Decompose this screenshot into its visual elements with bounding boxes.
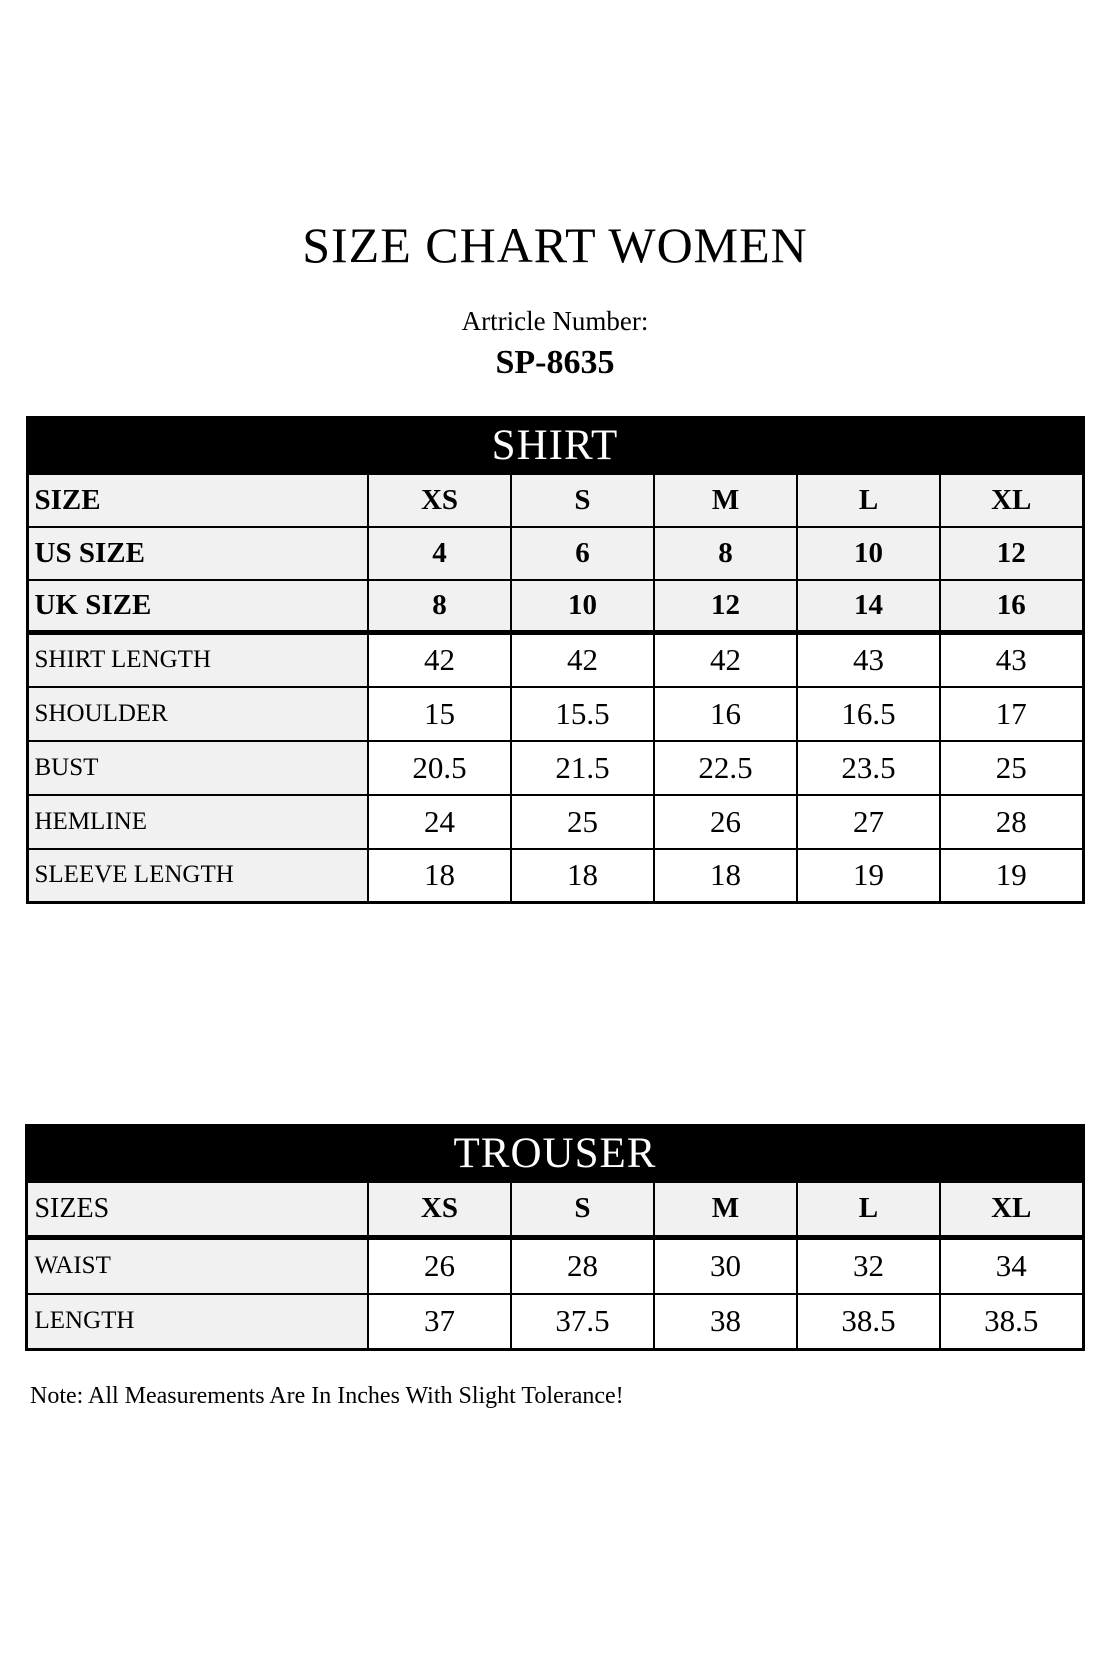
row-label-cell: BUST <box>26 739 369 796</box>
trouser-size-table: TROUSER SIZES XS S M L XL WAIST 26 28 30… <box>25 1124 1085 1351</box>
value-cell: 26 <box>366 1236 512 1295</box>
value-cell: 28 <box>509 1236 655 1295</box>
value-cell: 16.5 <box>796 685 941 742</box>
value-cell: 17 <box>939 685 1084 742</box>
value-cell: XS <box>367 472 512 528</box>
value-cell: 38.5 <box>795 1292 941 1351</box>
value-cell: 10 <box>510 578 655 635</box>
row-label-cell: UK SIZE <box>26 578 369 635</box>
value-cell: 6 <box>510 525 655 581</box>
row-label-cell: SHIRT LENGTH <box>26 631 369 688</box>
value-cell: 42 <box>510 631 655 688</box>
row-label-cell: SIZES <box>25 1180 369 1240</box>
value-cell: 37.5 <box>509 1292 655 1351</box>
value-cell: 38 <box>652 1292 798 1351</box>
row-label-cell: HEMLINE <box>26 793 369 850</box>
trouser-table-title-band: TROUSER <box>25 1124 1085 1183</box>
table-row: BUST 20.5 21.5 22.5 23.5 25 <box>26 739 1084 796</box>
value-cell: 18 <box>510 847 655 904</box>
value-cell: XL <box>938 1180 1085 1240</box>
table-row: SLEEVE LENGTH 18 18 18 19 19 <box>26 847 1084 904</box>
row-label-cell: SHOULDER <box>26 685 369 742</box>
table-row: UK SIZE 8 10 12 14 16 <box>26 578 1084 635</box>
table-row: HEMLINE 24 25 26 27 28 <box>26 793 1084 850</box>
value-cell: 19 <box>939 847 1084 904</box>
table-row: SHOULDER 15 15.5 16 16.5 17 <box>26 685 1084 742</box>
value-cell: 10 <box>796 525 941 581</box>
value-cell: 25 <box>939 739 1084 796</box>
value-cell: XS <box>366 1180 512 1240</box>
table-row: LENGTH 37 37.5 38 38.5 38.5 <box>25 1292 1085 1351</box>
table-row: SHIRT LENGTH 42 42 42 43 43 <box>26 631 1084 688</box>
value-cell: 30 <box>652 1236 798 1295</box>
value-cell: 42 <box>367 631 512 688</box>
value-cell: S <box>510 472 655 528</box>
value-cell: XL <box>939 472 1084 528</box>
value-cell: 21.5 <box>510 739 655 796</box>
value-cell: 18 <box>367 847 512 904</box>
value-cell: 37 <box>366 1292 512 1351</box>
shirt-table-title-row: SHIRT <box>26 416 1084 475</box>
row-label-cell: US SIZE <box>26 525 369 581</box>
value-cell: 15 <box>367 685 512 742</box>
table-row: SIZES XS S M L XL <box>25 1180 1085 1240</box>
value-cell: 42 <box>653 631 798 688</box>
article-number-value: SP-8635 <box>495 344 615 381</box>
value-cell: 4 <box>367 525 512 581</box>
value-cell: 12 <box>939 525 1084 581</box>
row-label-cell: WAIST <box>25 1236 369 1295</box>
value-cell: 15.5 <box>510 685 655 742</box>
table-row: SIZE XS S M L XL <box>26 472 1084 528</box>
value-cell: 38.5 <box>938 1292 1085 1351</box>
row-label-cell: SIZE <box>26 472 369 528</box>
value-cell: 32 <box>795 1236 941 1295</box>
value-cell: 16 <box>939 578 1084 635</box>
value-cell: 22.5 <box>653 739 798 796</box>
value-cell: 8 <box>653 525 798 581</box>
article-number-label: Artricle Number: <box>461 306 649 336</box>
value-cell: 8 <box>367 578 512 635</box>
value-cell: S <box>509 1180 655 1240</box>
value-cell: 26 <box>653 793 798 850</box>
value-cell: 27 <box>796 793 941 850</box>
value-cell: 43 <box>796 631 941 688</box>
value-cell: 20.5 <box>367 739 512 796</box>
value-cell: M <box>652 1180 798 1240</box>
measurements-note: Note: All Measurements Are In Inches Wit… <box>30 1383 624 1409</box>
value-cell: 24 <box>367 793 512 850</box>
value-cell: L <box>795 1180 941 1240</box>
page-title: SIZE CHART WOMEN <box>302 217 808 273</box>
shirt-table-title-band: SHIRT <box>26 416 1084 475</box>
shirt-size-table: SHIRT SIZE XS S M L XL US SIZE 4 6 8 10 … <box>25 416 1085 904</box>
size-chart-document: SIZE CHART WOMEN Artricle Number: SP-863… <box>25 217 1085 1409</box>
row-label-cell: SLEEVE LENGTH <box>26 847 369 904</box>
value-cell: L <box>796 472 941 528</box>
trouser-table-title-row: TROUSER <box>25 1124 1085 1183</box>
value-cell: 28 <box>939 793 1084 850</box>
value-cell: 12 <box>653 578 798 635</box>
value-cell: 43 <box>939 631 1084 688</box>
row-label-cell: LENGTH <box>25 1292 369 1351</box>
value-cell: M <box>653 472 798 528</box>
value-cell: 23.5 <box>796 739 941 796</box>
table-row: US SIZE 4 6 8 10 12 <box>26 525 1084 581</box>
table-row: WAIST 26 28 30 32 34 <box>25 1236 1085 1295</box>
value-cell: 16 <box>653 685 798 742</box>
value-cell: 14 <box>796 578 941 635</box>
value-cell: 18 <box>653 847 798 904</box>
value-cell: 19 <box>796 847 941 904</box>
value-cell: 25 <box>510 793 655 850</box>
value-cell: 34 <box>938 1236 1085 1295</box>
